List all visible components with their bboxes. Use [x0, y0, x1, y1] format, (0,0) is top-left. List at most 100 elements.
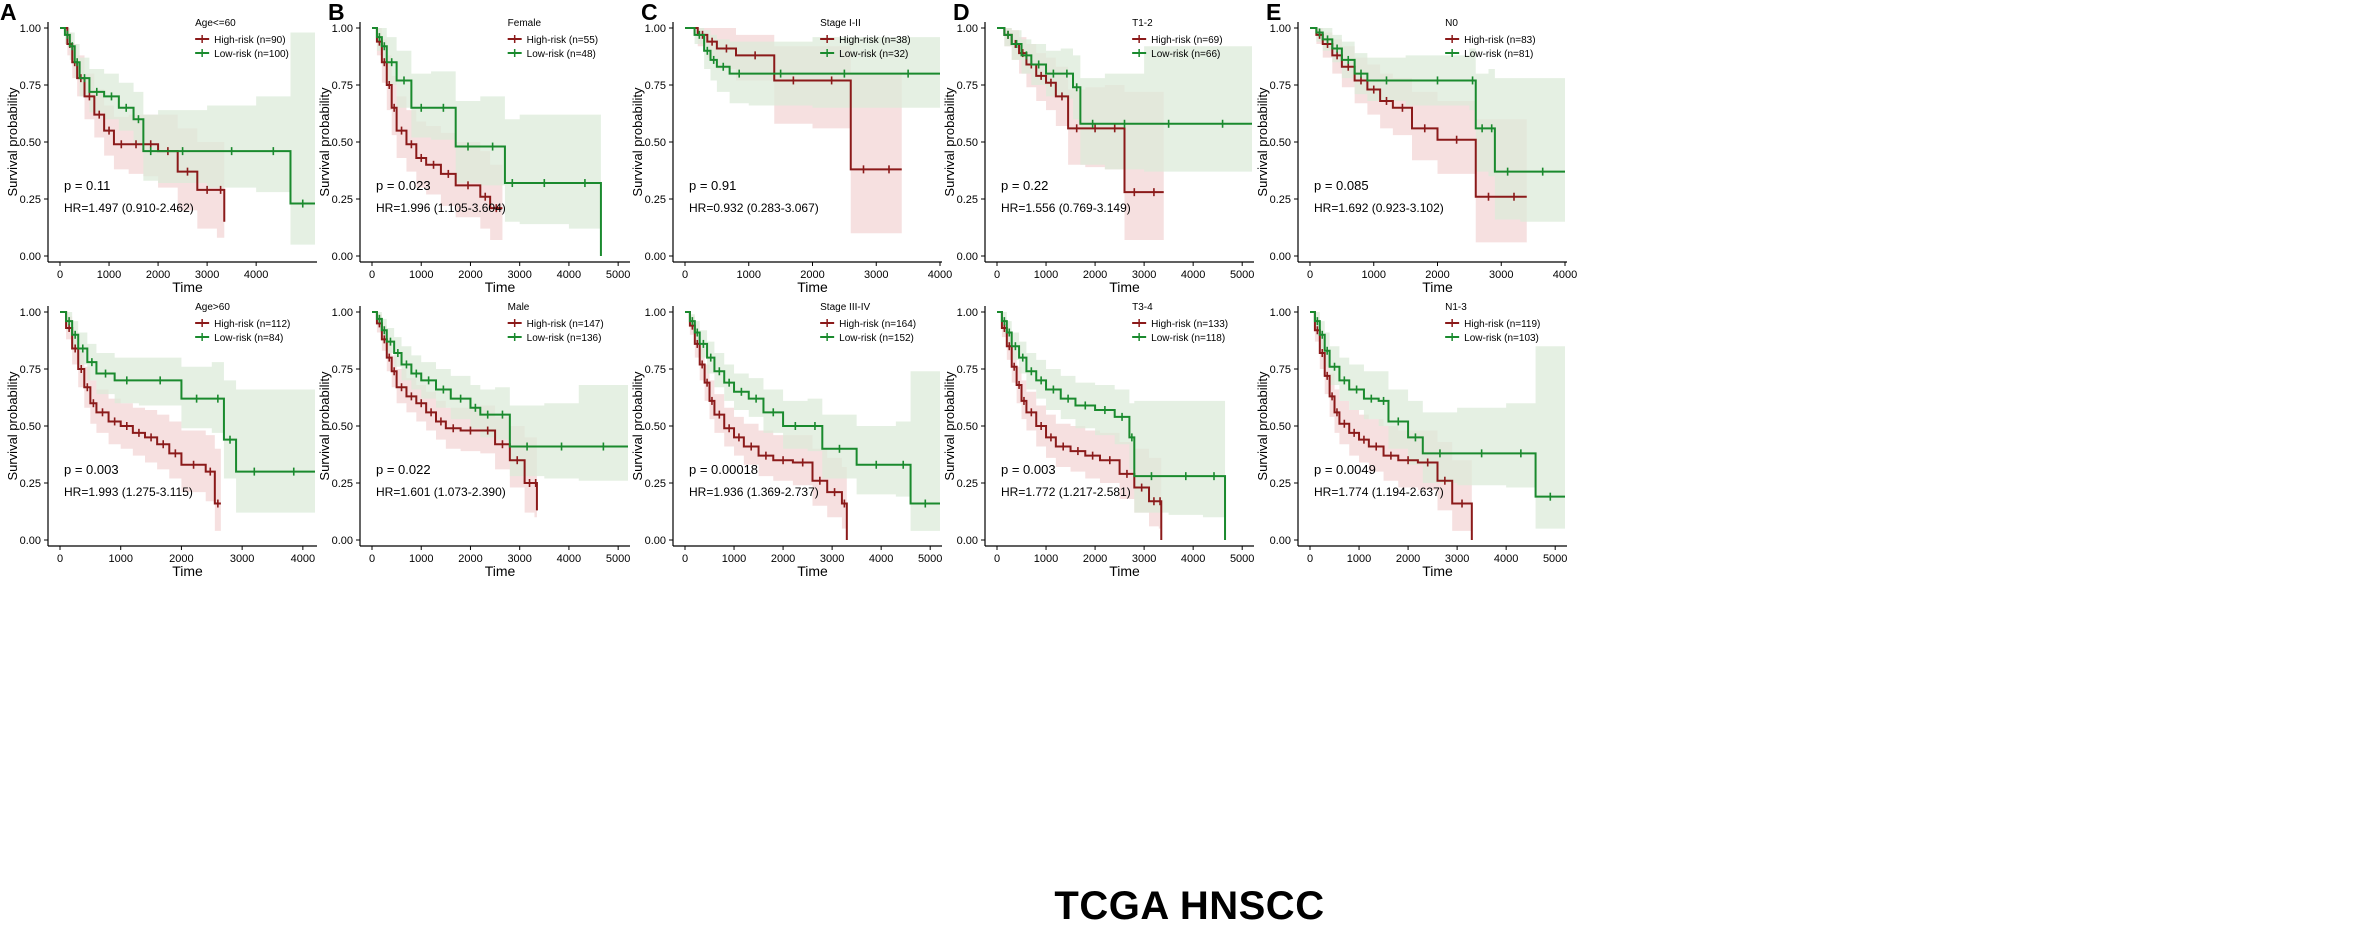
- x-tick-label: 3000: [195, 269, 219, 281]
- x-tick-label: 4000: [869, 553, 893, 565]
- y-tick-label: 0.25: [20, 194, 41, 206]
- y-tick-label: 0.25: [20, 478, 41, 490]
- legend-entry: Low-risk (n=66): [1151, 49, 1220, 60]
- km-panel-8: 0.00 0.25 0.50 0.75 1.00 0 1000 2000 3000 4000 500…: [630, 302, 942, 579]
- y-tick-label: 0.75: [957, 80, 978, 92]
- y-tick-label: 1.00: [332, 307, 353, 319]
- x-tick-label: 3000: [1132, 553, 1156, 565]
- legend-entry: Low-risk (n=81): [1464, 49, 1533, 60]
- y-tick-label: 0.50: [20, 137, 41, 149]
- y-tick-label: 0.50: [332, 137, 353, 149]
- legend-entry: Low-risk (n=118): [1151, 333, 1225, 344]
- legend-entry: High-risk (n=133): [1151, 319, 1228, 330]
- x-axis-label: Time: [1109, 563, 1140, 579]
- y-tick-label: 0.75: [645, 80, 666, 92]
- survival-curve-low-risk: [60, 27, 315, 205]
- survival-curve-high-risk: [372, 311, 538, 511]
- survival-curve-high-risk: [60, 311, 221, 505]
- ci-band-low-risk: [685, 312, 940, 531]
- legend-title: Female: [508, 18, 542, 29]
- y-tick-label: 0.75: [645, 364, 666, 376]
- y-axis-label: Survival probability: [317, 87, 332, 197]
- panel-letter: D: [953, 0, 970, 25]
- y-axis-label: Survival probability: [5, 371, 20, 481]
- p-value: p = 0.003: [1001, 462, 1056, 477]
- x-tick-label: 4000: [291, 553, 315, 565]
- x-tick-label: 3000: [1445, 553, 1469, 565]
- x-tick-label: 0: [994, 269, 1000, 281]
- x-axis-label: Time: [1422, 563, 1453, 579]
- ci-band-high-risk: [372, 312, 537, 534]
- y-tick-label: 0.50: [645, 137, 666, 149]
- survival-curve-low-risk: [372, 27, 602, 256]
- x-tick-label: 3000: [1489, 269, 1513, 281]
- ci-band-high-risk: [60, 312, 221, 531]
- x-tick-label: 2000: [1425, 269, 1449, 281]
- x-tick-label: 1000: [722, 553, 746, 565]
- y-tick-label: 0.75: [1270, 364, 1291, 376]
- x-tick-label: 1000: [97, 269, 121, 281]
- x-tick-label: 5000: [1230, 553, 1254, 565]
- x-tick-label: 2000: [458, 553, 482, 565]
- figure-title: TCGA HNSCC: [1054, 884, 1325, 928]
- x-tick-label: 1000: [1362, 269, 1386, 281]
- x-tick-label: 2000: [1083, 269, 1107, 281]
- y-tick-label: 0.25: [957, 478, 978, 490]
- y-tick-label: 0.25: [332, 194, 353, 206]
- legend-entry: High-risk (n=69): [1151, 35, 1222, 46]
- p-value: p = 0.00018: [689, 462, 758, 477]
- km-panel-5: 0.00 0.25 0.50 0.75 1.00 0 1000 2000 3000 4000 Tim…: [1255, 0, 1577, 295]
- y-tick-label: 1.00: [1270, 23, 1291, 35]
- x-tick-label: 1000: [737, 269, 761, 281]
- km-panel-4: 0.00 0.25 0.50 0.75 1.00 0 1000 2000 3000 4000 500…: [942, 0, 1254, 295]
- x-tick-label: 4000: [1181, 553, 1205, 565]
- hazard-ratio: HR=1.936 (1.369-2.737): [689, 485, 819, 499]
- x-axis-label: Time: [172, 279, 203, 295]
- ci-band-low-risk: [60, 28, 315, 245]
- hazard-ratio: HR=1.772 (1.217-2.581): [1001, 485, 1131, 499]
- p-value: p = 0.003: [64, 462, 119, 477]
- ci-band-low-risk: [1310, 312, 1565, 529]
- x-tick-label: 0: [57, 269, 63, 281]
- x-axis-label: Time: [797, 563, 828, 579]
- y-tick-label: 0.50: [1270, 421, 1291, 433]
- y-tick-label: 1.00: [645, 307, 666, 319]
- legend-title: Age<=60: [195, 18, 236, 29]
- x-axis-label: Time: [485, 563, 516, 579]
- legend-title: Male: [508, 302, 530, 313]
- x-tick-label: 2000: [458, 269, 482, 281]
- legend-entry: High-risk (n=83): [1464, 35, 1535, 46]
- x-tick-label: 4000: [1553, 269, 1577, 281]
- y-tick-label: 0.50: [645, 421, 666, 433]
- x-tick-label: 1000: [108, 553, 132, 565]
- y-tick-label: 0.00: [20, 535, 41, 547]
- legend-entry: High-risk (n=112): [214, 319, 290, 330]
- y-tick-label: 0.75: [332, 364, 353, 376]
- survival-curve-high-risk: [1310, 27, 1527, 198]
- km-panel-7: 0.00 0.25 0.50 0.75 1.00 0 1000 2000 3000 4000 500…: [317, 302, 630, 579]
- survival-curve-low-risk: [997, 27, 1252, 125]
- legend-entry: High-risk (n=38): [839, 35, 910, 46]
- hazard-ratio: HR=1.556 (0.769-3.149): [1001, 201, 1131, 215]
- legend-entry: High-risk (n=55): [527, 35, 598, 46]
- legend-entry: Low-risk (n=103): [1464, 333, 1539, 344]
- survival-curve-low-risk: [997, 311, 1227, 540]
- hazard-ratio: HR=1.601 (1.073-2.390): [376, 485, 506, 499]
- km-panel-9: 0.00 0.25 0.50 0.75 1.00 0 1000 2000 3000 4000 500…: [942, 302, 1254, 579]
- y-tick-label: 0.00: [645, 535, 666, 547]
- y-tick-label: 0.50: [1270, 137, 1291, 149]
- ci-band-low-risk: [997, 28, 1252, 172]
- ci-band-low-risk: [1310, 28, 1565, 222]
- x-tick-label: 4000: [1181, 269, 1205, 281]
- legend-title: T3-4: [1132, 302, 1153, 313]
- ci-band-low-risk: [685, 28, 940, 108]
- x-tick-label: 1000: [409, 553, 433, 565]
- ci-band-low-risk: [372, 312, 628, 481]
- panel-letter: A: [0, 0, 17, 25]
- y-axis-label: Survival probability: [1255, 87, 1270, 197]
- x-tick-label: 2000: [771, 553, 795, 565]
- y-tick-label: 0.25: [332, 478, 353, 490]
- survival-curve-high-risk: [1310, 311, 1473, 540]
- legend-entry: Low-risk (n=100): [214, 49, 289, 60]
- x-tick-label: 1000: [1034, 553, 1058, 565]
